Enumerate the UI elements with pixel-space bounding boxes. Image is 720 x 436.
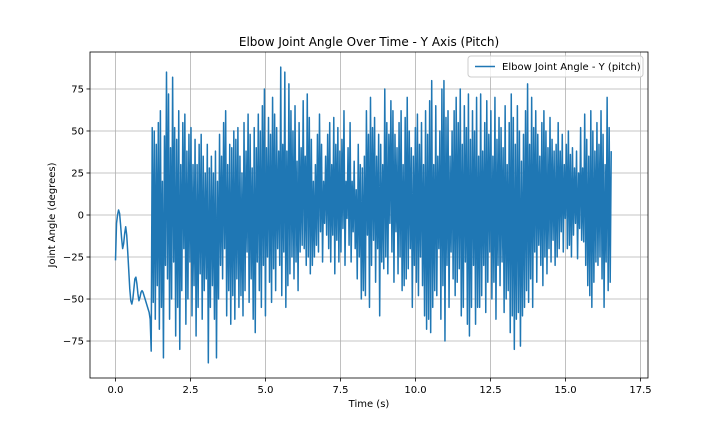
y-tick-label: −25: [63, 253, 84, 264]
y-tick-label: −75: [63, 337, 84, 348]
y-axis-ticks: −75 −50 −25 0 25 50 75: [63, 84, 90, 348]
legend-box: [467, 55, 644, 78]
y-tick-label: 50: [71, 126, 84, 137]
x-tick-label: 2.5: [183, 385, 199, 396]
y-tick-label: −50: [63, 295, 84, 306]
x-axis-label: Time (s): [348, 399, 390, 410]
x-tick-label: 15.0: [554, 385, 576, 396]
series-layer: [114, 66, 612, 364]
x-tick-label: 7.5: [333, 385, 349, 396]
chart-title: Elbow Joint Angle Over Time - Y Axis (Pi…: [239, 35, 499, 49]
legend-label: Elbow Joint Angle - Y (pitch): [502, 62, 641, 73]
x-tick-label: 10.0: [404, 385, 426, 396]
x-tick-label: 5.0: [258, 385, 274, 396]
x-tick-label: 0.0: [108, 385, 124, 396]
y-axis-label: Joint Angle (degrees): [47, 162, 58, 268]
y-tick-label: 0: [78, 211, 84, 222]
y-tick-label: 75: [71, 84, 84, 95]
series-line-0: [114, 66, 612, 364]
x-tick-label: 12.5: [479, 385, 501, 396]
y-tick-label: 25: [71, 168, 84, 179]
legend: Elbow Joint Angle - Y (pitch): [467, 55, 644, 78]
x-axis-ticks: 0.0 2.5 5.0 7.5 10.0 12.5 15.0 17.5: [108, 378, 652, 396]
x-tick-label: 17.5: [629, 385, 651, 396]
